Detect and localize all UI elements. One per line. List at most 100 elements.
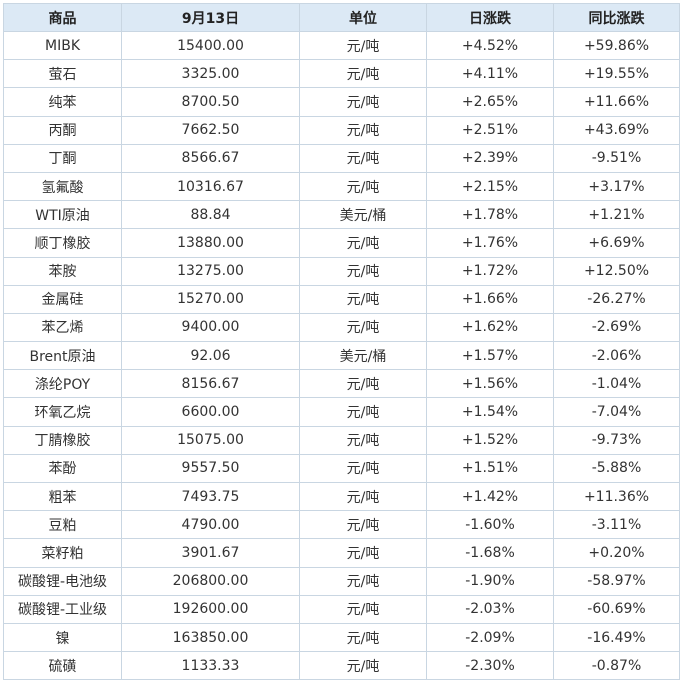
table-row: 顺丁橡胶 13880.00 元/吨 +1.76% +6.69% [3,228,680,258]
table-row: 涤纶POY 8156.67 元/吨 +1.56% -1.04% [3,369,680,399]
yoy-change-cell: +0.20% [553,538,680,568]
yoy-change-cell: +6.69% [553,228,680,258]
price-cell: 8156.67 [121,369,300,399]
yoy-change-cell: -58.97% [553,566,680,596]
header-date: 9月13日 [121,3,300,32]
table-row: 硫磺 1133.33 元/吨 -2.30% -0.87% [3,651,680,681]
price-cell: 15400.00 [121,30,300,61]
unit-cell: 元/吨 [299,566,427,596]
header-yoy-change: 同比涨跌 [553,3,680,32]
unit-cell: 元/吨 [299,369,427,399]
price-cell: 1133.33 [121,651,300,681]
commodity-name-cell: 豆粕 [3,510,122,540]
table-row: 碳酸锂-工业级 192600.00 元/吨 -2.03% -60.69% [3,594,680,624]
commodity-name-cell: 氢氟酸 [3,171,122,202]
table-row: 菜籽粕 3901.67 元/吨 -1.68% +0.20% [3,538,680,568]
unit-cell: 元/吨 [299,312,427,343]
yoy-change-cell: +11.66% [553,87,680,117]
table-row: WTI原油 88.84 美元/桶 +1.78% +1.21% [3,200,680,230]
price-cell: 4790.00 [121,510,300,540]
price-cell: 8566.67 [121,143,300,173]
yoy-change-cell: -3.11% [553,510,680,540]
unit-cell: 元/吨 [299,397,427,427]
yoy-change-cell: -5.88% [553,453,680,484]
commodity-name-cell: 丁腈橡胶 [3,425,122,455]
unit-cell: 元/吨 [299,651,427,681]
price-cell: 192600.00 [121,594,300,624]
yoy-change-cell: -0.87% [553,651,680,681]
commodity-name-cell: 菜籽粕 [3,538,122,568]
commodity-name-cell: MIBK [3,30,122,61]
table-row: 金属硅 15270.00 元/吨 +1.66% -26.27% [3,284,680,314]
commodity-name-cell: 涤纶POY [3,369,122,399]
commodity-name-cell: 碳酸锂-工业级 [3,594,122,624]
unit-cell: 元/吨 [299,115,427,145]
daily-change-cell: +1.56% [426,369,554,399]
daily-change-cell: +1.78% [426,200,554,230]
price-cell: 88.84 [121,200,300,230]
daily-change-cell: -2.03% [426,594,554,624]
unit-cell: 元/吨 [299,594,427,624]
unit-cell: 元/吨 [299,228,427,258]
commodity-name-cell: 丁酮 [3,143,122,173]
table-row: 氢氟酸 10316.67 元/吨 +2.15% +3.17% [3,171,680,202]
unit-cell: 元/吨 [299,87,427,117]
price-cell: 9557.50 [121,453,300,484]
unit-cell: 元/吨 [299,30,427,61]
commodity-name-cell: 环氧乙烷 [3,397,122,427]
commodity-name-cell: 粗苯 [3,481,122,512]
commodity-name-cell: Brent原油 [3,341,122,371]
commodity-name-cell: 丙酮 [3,115,122,145]
table-row: 苯胺 13275.00 元/吨 +1.72% +12.50% [3,256,680,286]
unit-cell: 元/吨 [299,538,427,568]
price-cell: 9400.00 [121,312,300,343]
yoy-change-cell: +43.69% [553,115,680,145]
daily-change-cell: -2.09% [426,622,554,653]
price-cell: 206800.00 [121,566,300,596]
table-row: 碳酸锂-电池级 206800.00 元/吨 -1.90% -58.97% [3,566,680,596]
yoy-change-cell: +59.86% [553,30,680,61]
table-header-row: 商品 9月13日 单位 日涨跌 同比涨跌 [3,3,680,32]
price-cell: 10316.67 [121,171,300,202]
price-cell: 13275.00 [121,256,300,286]
price-cell: 7662.50 [121,115,300,145]
daily-change-cell: +2.65% [426,87,554,117]
price-cell: 13880.00 [121,228,300,258]
unit-cell: 元/吨 [299,284,427,314]
daily-change-cell: -1.60% [426,510,554,540]
price-cell: 8700.50 [121,87,300,117]
table-row: 苯乙烯 9400.00 元/吨 +1.62% -2.69% [3,312,680,343]
commodity-name-cell: 苯酚 [3,453,122,484]
commodity-name-cell: 苯乙烯 [3,312,122,343]
yoy-change-cell: -1.04% [553,369,680,399]
unit-cell: 元/吨 [299,143,427,173]
unit-cell: 元/吨 [299,256,427,286]
table-row: 镍 163850.00 元/吨 -2.09% -16.49% [3,622,680,653]
table-row: Brent原油 92.06 美元/桶 +1.57% -2.06% [3,341,680,371]
unit-cell: 元/吨 [299,171,427,202]
yoy-change-cell: +11.36% [553,481,680,512]
yoy-change-cell: -7.04% [553,397,680,427]
unit-cell: 美元/桶 [299,200,427,230]
commodity-name-cell: 碳酸锂-电池级 [3,566,122,596]
price-cell: 6600.00 [121,397,300,427]
unit-cell: 美元/桶 [299,341,427,371]
commodity-name-cell: 镍 [3,622,122,653]
yoy-change-cell: -60.69% [553,594,680,624]
table-row: 环氧乙烷 6600.00 元/吨 +1.54% -7.04% [3,397,680,427]
daily-change-cell: -2.30% [426,651,554,681]
unit-cell: 元/吨 [299,510,427,540]
header-daily-change: 日涨跌 [426,3,554,32]
yoy-change-cell: -9.51% [553,143,680,173]
price-cell: 92.06 [121,341,300,371]
daily-change-cell: -1.90% [426,566,554,596]
header-unit: 单位 [299,3,427,32]
unit-cell: 元/吨 [299,481,427,512]
table-row: 纯苯 8700.50 元/吨 +2.65% +11.66% [3,87,680,117]
daily-change-cell: +1.52% [426,425,554,455]
price-cell: 3901.67 [121,538,300,568]
yoy-change-cell: +19.55% [553,59,680,89]
unit-cell: 元/吨 [299,425,427,455]
price-cell: 3325.00 [121,59,300,89]
commodity-name-cell: 苯胺 [3,256,122,286]
